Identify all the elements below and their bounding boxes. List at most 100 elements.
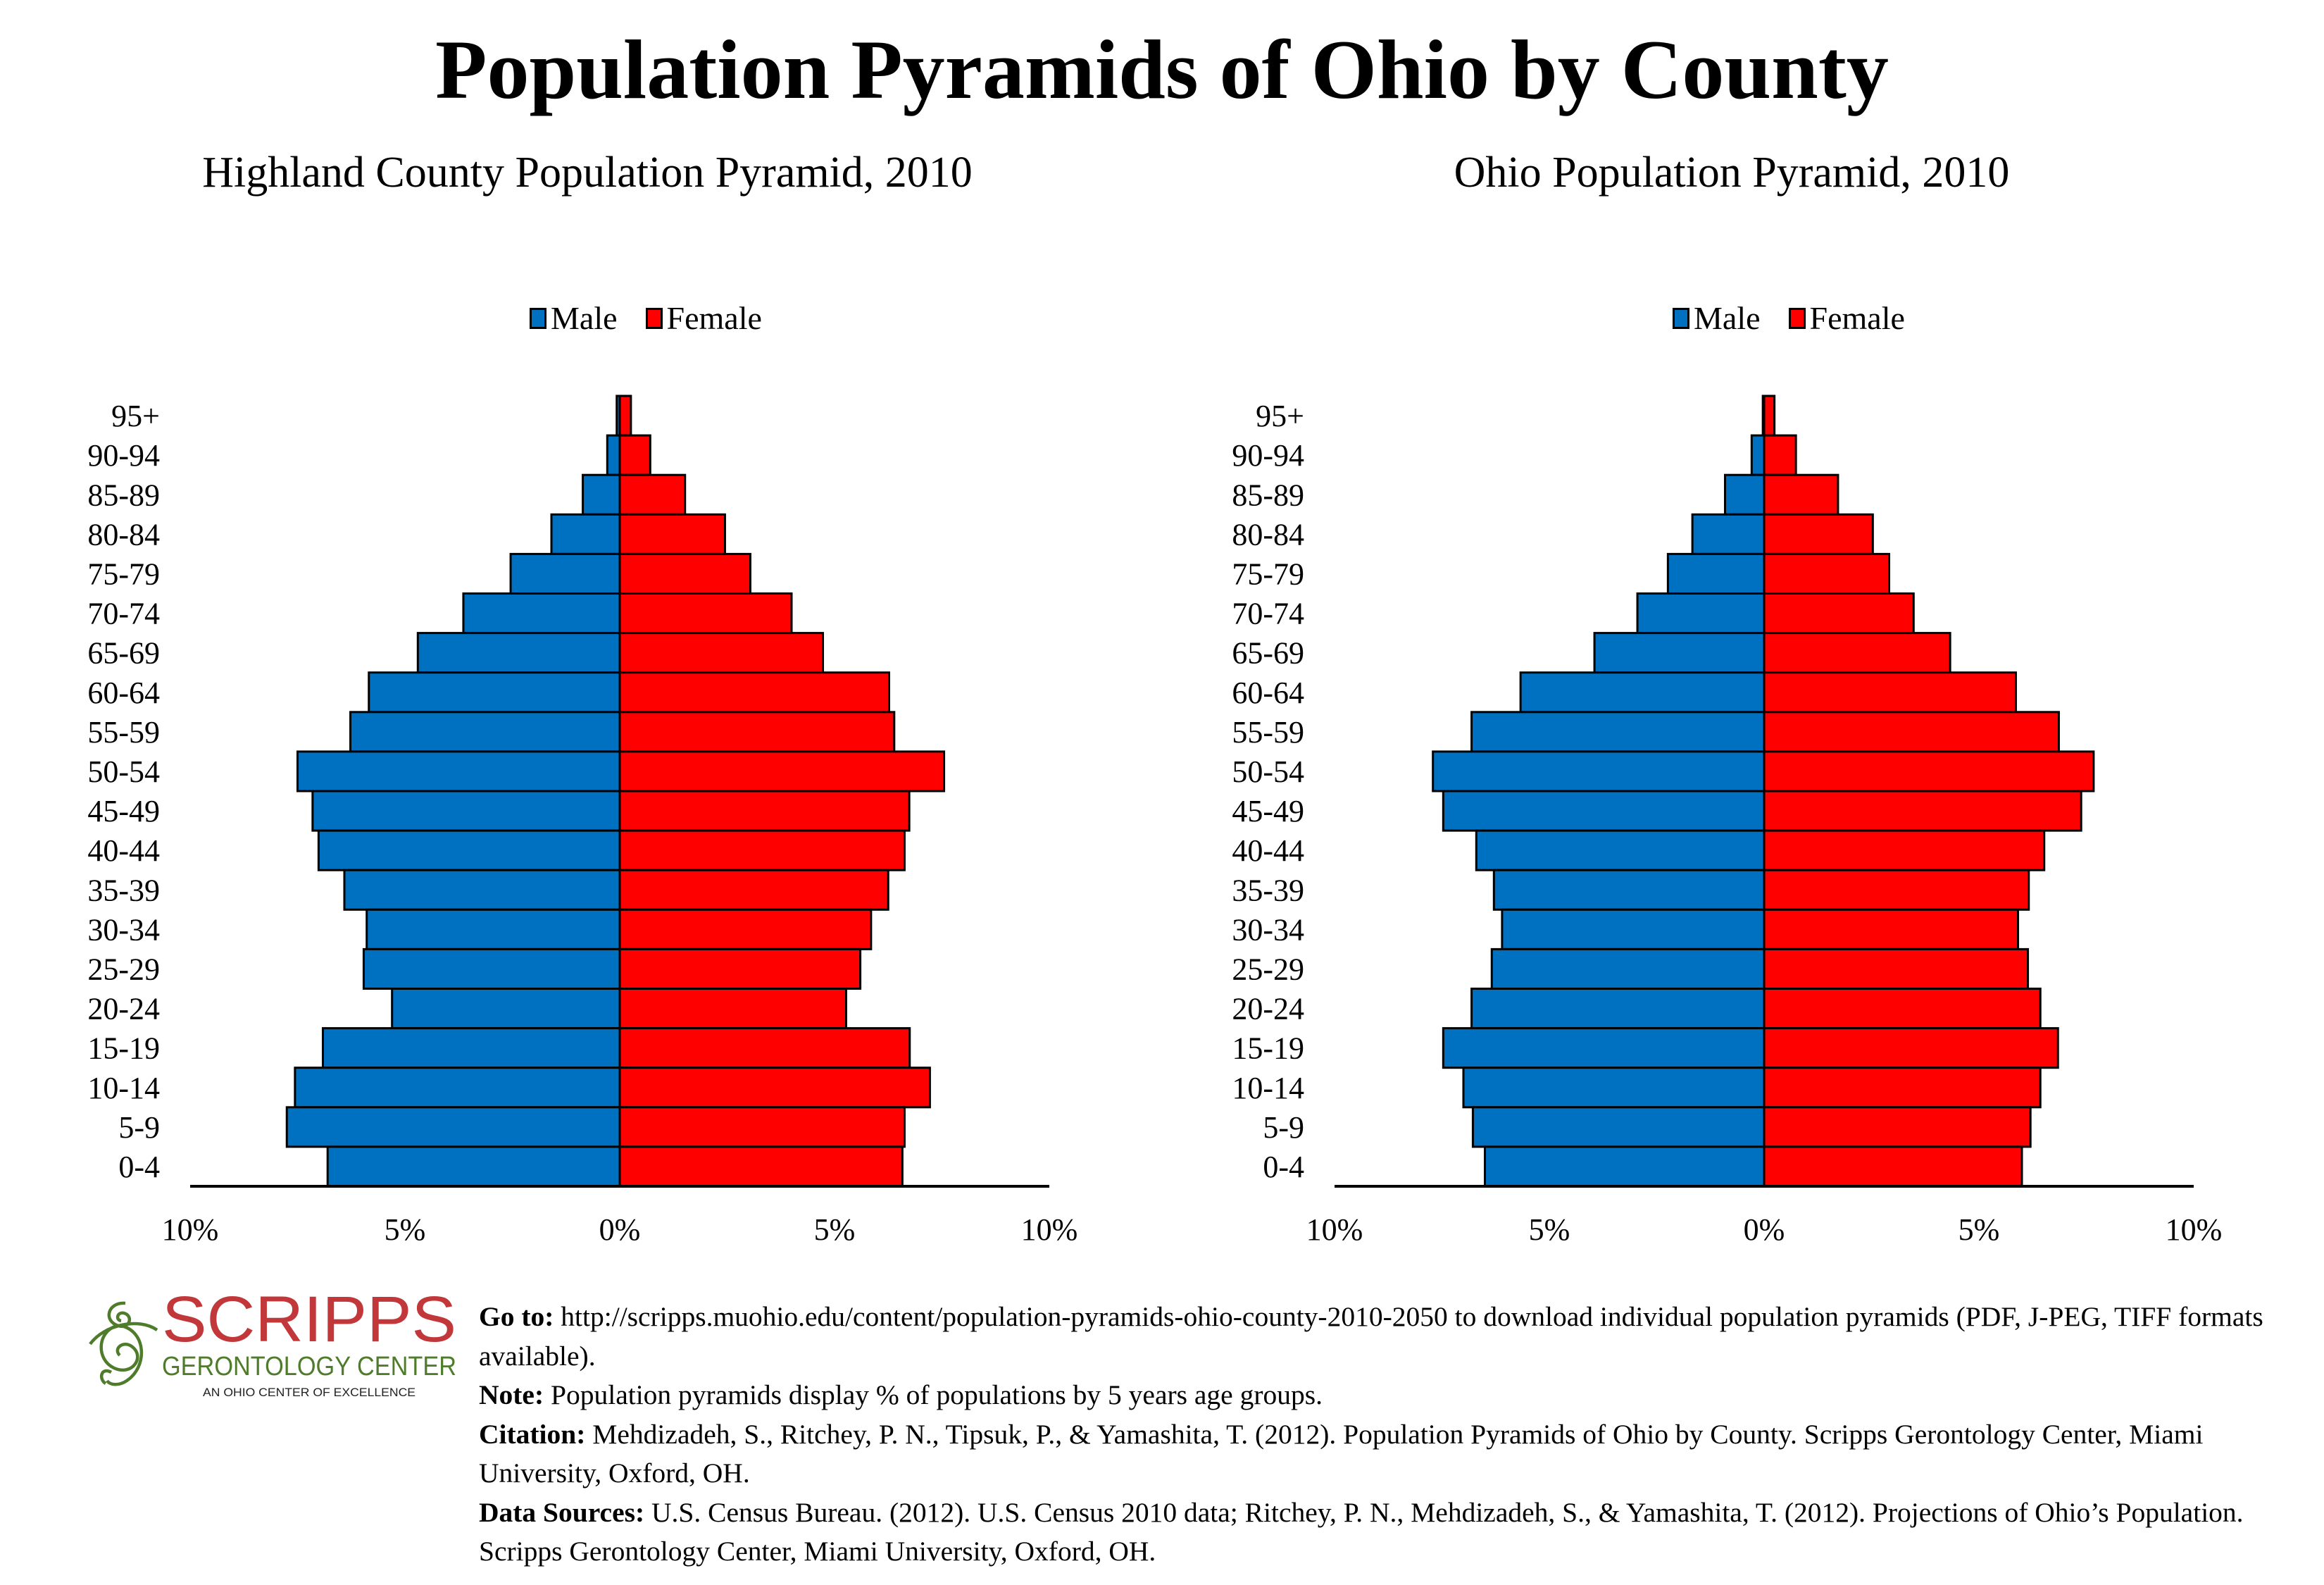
- ohio-female-bar-85-89: [1763, 473, 1839, 516]
- ohio-male-bar-35-39: [1492, 869, 1766, 911]
- ohio-male-bar-0-4: [1484, 1145, 1766, 1188]
- male-swatch-icon: [530, 307, 546, 329]
- sources-line: Data Sources: U.S. Census Bureau. (2012)…: [479, 1493, 2310, 1572]
- ohio-female-bar-50-54: [1763, 750, 2095, 792]
- ohio-male-bar-65-69: [1593, 632, 1766, 674]
- highland-male-bar-50-54: [296, 750, 621, 792]
- highland-age-label: 0-4: [118, 1150, 160, 1184]
- highland-male-bar-15-19: [321, 1027, 621, 1069]
- ohio-male-bar-25-29: [1490, 947, 1766, 990]
- ohio-female-bar-95+: [1763, 394, 1776, 437]
- ohio-female-bar-90-94: [1763, 434, 1797, 476]
- highland-female-bar-10-14: [618, 1067, 931, 1109]
- highland-female-bar-70-74: [618, 592, 793, 635]
- ohio-female-bar-10-14: [1763, 1067, 2042, 1109]
- highland-age-label: 30-34: [87, 912, 160, 947]
- ohio-male-bar-70-74: [1636, 592, 1766, 635]
- male-swatch-icon: [1673, 307, 1689, 329]
- highland-male-bar-55-59: [349, 711, 621, 753]
- highland-male-bar-35-39: [343, 869, 621, 911]
- ohio-female-bar-75-79: [1763, 552, 1891, 595]
- ohio-female-bar-40-44: [1763, 829, 2046, 871]
- note-line: Note: Population pyramids display % of p…: [479, 1376, 2310, 1415]
- highland-male-bar-85-89: [582, 473, 621, 516]
- legend-label-male: Male: [551, 300, 618, 336]
- ohio-age-label: 45-49: [1232, 794, 1304, 828]
- ohio-female-bar-70-74: [1763, 592, 1915, 635]
- ohio-x-tick-label: 5%: [1529, 1212, 1570, 1247]
- ohio-male-bar-80-84: [1691, 513, 1766, 555]
- highland-female-bar-80-84: [618, 513, 726, 555]
- ohio-female-bar-55-59: [1763, 711, 2060, 753]
- highland-x-tick-label: 10%: [1021, 1212, 1078, 1247]
- ohio-age-label: 30-34: [1232, 912, 1304, 947]
- highland-x-tick-label: 10%: [162, 1212, 219, 1247]
- ohio-male-bar-60-64: [1519, 671, 1766, 714]
- highland-age-label: 70-74: [87, 597, 160, 631]
- ohio-age-label: 5-9: [1263, 1110, 1304, 1145]
- ohio-male-bar-5-9: [1471, 1106, 1766, 1148]
- ohio-female-bar-25-29: [1763, 947, 2030, 990]
- highland-age-label: 60-64: [87, 676, 160, 710]
- pyramid-charts: 95+ 90-94 85-89 80-84 75-79 70-74 65-69 60-64 55…: [87, 394, 2223, 1247]
- ohio-age-label: 40-44: [1232, 833, 1304, 868]
- highland-male-bar-40-44: [317, 829, 621, 871]
- highland-female-bar-65-69: [618, 632, 825, 674]
- highland-female-bar-35-39: [618, 869, 889, 911]
- highland-x-tick-label: 5%: [385, 1212, 426, 1247]
- goto-label: Go to:: [479, 1301, 554, 1332]
- highland-chart-title: Highland County Population Pyramid, 2010: [202, 149, 973, 197]
- ohio-female-bar-0-4: [1763, 1145, 2023, 1188]
- note-text: Population pyramids display % of populat…: [544, 1379, 1323, 1410]
- ohio-male-bar-45-49: [1442, 790, 1766, 832]
- highland-age-label: 40-44: [87, 833, 160, 868]
- ohio-age-label: 55-59: [1232, 715, 1304, 750]
- legend-item-female: Female: [645, 299, 762, 337]
- ohio-female-bar-80-84: [1763, 513, 1874, 555]
- ohio-x-tick-label: 10%: [2166, 1212, 2223, 1247]
- ohio-male-bar-15-19: [1442, 1027, 1766, 1069]
- highland-female-bar-5-9: [618, 1106, 906, 1148]
- highland-male-bar-5-9: [285, 1106, 621, 1148]
- ohio-age-label: 60-64: [1232, 676, 1304, 710]
- highland-male-bar-20-24: [391, 988, 621, 1030]
- highland-male-bar-65-69: [416, 632, 621, 674]
- ohio-age-label: 90-94: [1232, 438, 1304, 473]
- ohio-male-bar-30-34: [1501, 908, 1766, 950]
- ohio-age-label: 75-79: [1232, 557, 1304, 591]
- highland-female-bar-30-34: [618, 908, 873, 950]
- ohio-age-label: 70-74: [1232, 597, 1304, 631]
- ohio-female-bar-45-49: [1763, 790, 2082, 832]
- highland-male-bar-30-34: [366, 908, 621, 950]
- ohio-x-tick-label: 10%: [1306, 1212, 1363, 1247]
- legend-label-female: Female: [666, 300, 762, 336]
- ohio-age-label: 25-29: [1232, 952, 1304, 986]
- logo-tagline: AN OHIO CENTER OF EXCELLENCE: [203, 1386, 416, 1399]
- ohio-female-bar-35-39: [1763, 869, 2030, 911]
- highland-male-bar-0-4: [326, 1145, 621, 1188]
- highland-age-label: 95+: [111, 399, 160, 433]
- ohio-age-label: 65-69: [1232, 636, 1304, 671]
- highland-legend: Male Female: [530, 299, 790, 337]
- ohio-male-bar-90-94: [1750, 434, 1766, 476]
- ohio-female-bar-15-19: [1763, 1027, 2059, 1069]
- highland-female-bar-25-29: [618, 947, 862, 990]
- highland-female-bar-50-54: [618, 750, 946, 792]
- highland-male-bar-25-29: [362, 947, 621, 990]
- ohio-age-label: 85-89: [1232, 478, 1304, 512]
- legend-item-male: Male: [1673, 299, 1761, 337]
- ohio-age-label: 50-54: [1232, 754, 1304, 789]
- goto-link[interactable]: http://scripps.muohio.edu/content/popula…: [479, 1301, 2263, 1372]
- citation-label: Citation:: [479, 1418, 586, 1450]
- legend-label-male: Male: [1694, 300, 1761, 336]
- highland-age-label: 15-19: [87, 1031, 160, 1066]
- highland-age-label: 65-69: [87, 636, 160, 671]
- sources-text: U.S. Census Bureau. (2012). U.S. Census …: [479, 1496, 2244, 1567]
- ohio-female-bar-65-69: [1763, 632, 1951, 674]
- main-title: Population Pyramids of Ohio by County: [435, 23, 1889, 116]
- highland-age-label: 35-39: [87, 873, 160, 907]
- highland-male-bar-80-84: [550, 513, 621, 555]
- highland-age-label: 45-49: [87, 794, 160, 828]
- highland-female-bar-85-89: [618, 473, 687, 516]
- highland-female-bar-75-79: [618, 552, 751, 595]
